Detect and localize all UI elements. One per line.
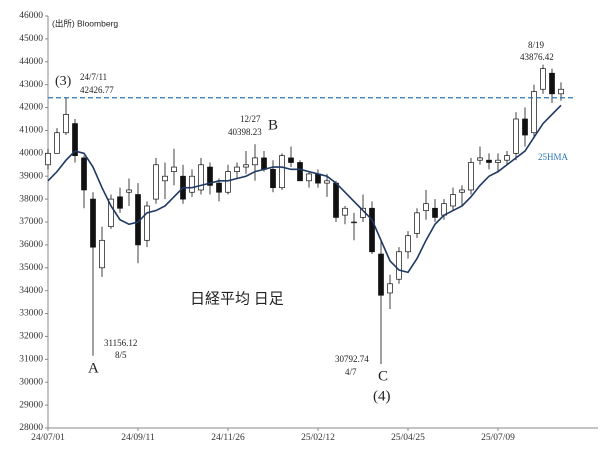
candle-body — [315, 173, 321, 184]
annotation: B — [268, 117, 278, 133]
candle-body — [162, 175, 168, 182]
y-tick-label: 32000 — [19, 332, 43, 342]
ma-label: 25HMA — [538, 152, 569, 162]
candle-body — [495, 159, 501, 163]
y-tick-label: 28000 — [19, 423, 43, 433]
candle-body — [144, 205, 150, 241]
candle-body — [72, 123, 78, 156]
x-tick-label: 25/07/09 — [481, 433, 515, 443]
annotation: 40398.23 — [228, 127, 262, 137]
candle-body — [261, 157, 267, 170]
candle-body — [486, 159, 492, 163]
source: (出所) Bloomberg — [52, 18, 118, 28]
y-tick-label: 45000 — [19, 34, 43, 44]
y-tick-label: 31000 — [19, 355, 43, 365]
y-tick-label: 44000 — [19, 57, 43, 67]
annotation: 12/27 — [240, 114, 261, 124]
y-tick-label: 38000 — [19, 194, 43, 204]
candle-body — [522, 118, 528, 136]
candle-body — [45, 152, 51, 166]
candle-body — [387, 283, 393, 294]
candle-body — [207, 166, 213, 186]
candle-body — [531, 91, 537, 134]
x-tick-label: 24/09/11 — [121, 433, 155, 443]
y-tick-label: 46000 — [19, 11, 43, 21]
candle-body — [90, 198, 96, 248]
candle-body — [63, 114, 69, 134]
candle-body — [288, 157, 294, 163]
annotation: 8/5 — [115, 350, 127, 360]
candle-body — [117, 196, 123, 209]
candle-body — [108, 198, 114, 227]
y-tick-label: 43000 — [19, 80, 43, 90]
annotation: 30792.74 — [335, 354, 369, 364]
candle-body — [81, 157, 87, 191]
candle-body — [477, 157, 483, 161]
candle-body — [252, 157, 258, 166]
candle-body — [423, 203, 429, 211]
candle-body — [153, 164, 159, 200]
x-tick-label: 24/11/26 — [211, 433, 245, 443]
candle-body — [306, 173, 312, 182]
y-tick-label: 29000 — [19, 400, 43, 410]
y-tick-label: 39000 — [19, 171, 43, 181]
candle-body — [459, 189, 465, 193]
candle-body — [513, 118, 519, 154]
candle-body — [378, 253, 384, 296]
candle-body — [225, 171, 231, 193]
annotation: 24/7/11 — [80, 72, 107, 82]
y-tick-label: 35000 — [19, 263, 43, 273]
annotation: 43876.42 — [520, 52, 554, 62]
candle-body — [405, 235, 411, 253]
candle-body — [396, 251, 402, 280]
y-tick-label: 34000 — [19, 286, 43, 296]
candle-body — [126, 189, 132, 193]
y-tick-label: 33000 — [19, 309, 43, 319]
candle-body — [432, 207, 438, 218]
candle-body — [270, 169, 276, 189]
candle-body — [324, 180, 330, 184]
x-tick-label: 25/04/25 — [391, 433, 425, 443]
candle-body — [216, 182, 222, 193]
y-tick-label: 37000 — [19, 217, 43, 227]
candle-body — [468, 162, 474, 191]
annotation: 4/7 — [345, 367, 357, 377]
annotation: 31156.12 — [104, 338, 137, 348]
candle-body — [243, 164, 249, 168]
candle-body — [54, 132, 60, 154]
annotation: 8/19 — [528, 40, 545, 50]
y-tick-label: 42000 — [19, 103, 43, 113]
candle-body — [99, 239, 105, 269]
chart-title: 日経平均 日足 — [190, 290, 284, 307]
y-tick-label: 40000 — [19, 149, 43, 159]
annotation: (3) — [55, 74, 72, 89]
candle-body — [351, 221, 357, 224]
moving-average — [47, 104, 562, 274]
candle-body — [234, 166, 240, 172]
candle-body — [171, 166, 177, 172]
candle-body — [558, 88, 564, 95]
candle-body — [369, 207, 375, 253]
annotation: C — [378, 368, 388, 384]
candle-body — [450, 194, 456, 207]
candle-body — [504, 155, 510, 161]
candle-body — [333, 182, 339, 218]
candle-body — [189, 175, 195, 193]
candle-body — [198, 164, 204, 191]
annotation: A — [88, 360, 99, 376]
x-tick-label: 24/07/01 — [31, 433, 65, 443]
y-tick-label: 41000 — [19, 126, 43, 136]
candle-body — [540, 68, 546, 90]
candle-body — [279, 155, 285, 189]
candle-body — [342, 207, 348, 216]
candle-body — [549, 72, 555, 95]
annotation: (4) — [373, 388, 391, 404]
candle-body — [297, 162, 303, 182]
candle-body — [414, 212, 420, 234]
x-tick-label: 25/02/12 — [301, 433, 335, 443]
annotation: 42426.77 — [80, 85, 114, 95]
y-tick-label: 30000 — [19, 377, 43, 387]
y-tick-label: 36000 — [19, 240, 43, 250]
